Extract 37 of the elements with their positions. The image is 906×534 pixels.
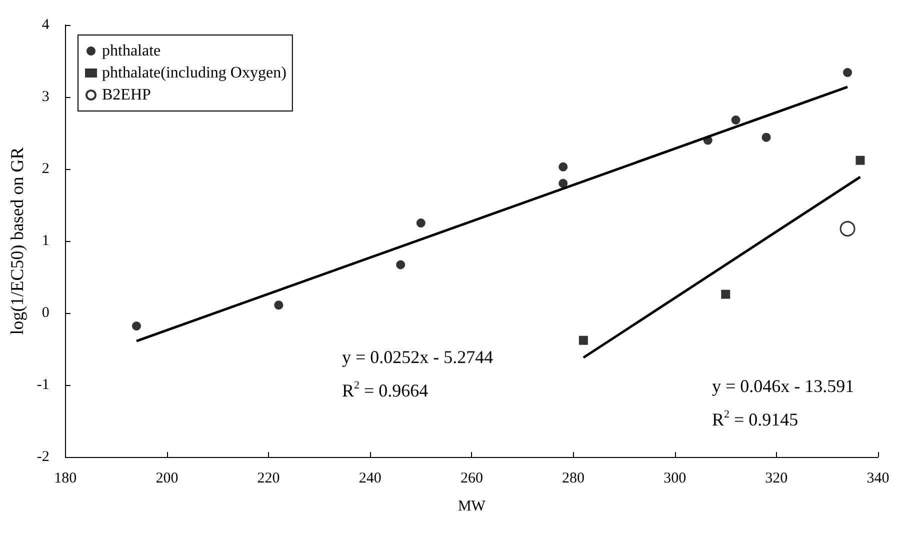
legend-label: phthalate [102, 42, 161, 60]
y-tick-label: -1 [36, 377, 50, 393]
legend-label: B2EHP [102, 86, 151, 104]
y-tick-label: 0 [42, 305, 50, 321]
x-tick-label: 180 [54, 470, 77, 486]
x-tick-label: 200 [156, 470, 178, 486]
point [762, 132, 771, 142]
point [558, 178, 568, 188]
point [558, 162, 568, 172]
annotation: y = 0.0252x - 5.2744 [342, 347, 494, 367]
legend-label: phthalate(including Oxygen) [102, 64, 286, 82]
point [703, 136, 712, 145]
point [721, 290, 730, 299]
point [416, 218, 426, 228]
x-tick-label: 300 [664, 470, 686, 486]
y-tick-label: 4 [42, 17, 50, 33]
x-axis-title: MW [458, 498, 486, 514]
x-tick-label: 320 [765, 470, 788, 486]
annotation: y = 0.046x - 13.591 [712, 376, 854, 396]
y-tick-label: 2 [42, 161, 50, 177]
point [396, 260, 406, 270]
y-tick-label: -2 [36, 449, 50, 465]
point [856, 156, 865, 165]
point [840, 221, 856, 237]
x-tick-label: 220 [257, 470, 280, 486]
x-tick-label: 240 [358, 470, 382, 486]
point [274, 300, 284, 310]
point [843, 68, 852, 78]
point [731, 116, 740, 125]
x-tick-label: 280 [562, 470, 585, 486]
point [132, 321, 141, 330]
y-tick-label: 3 [42, 89, 50, 105]
x-tick-label: 260 [460, 470, 483, 486]
x-tick-label: 340 [866, 470, 890, 486]
y-tick-label: 1 [42, 233, 50, 249]
point [578, 336, 588, 345]
y-axis-title: log(1/EC50) based on GR [7, 147, 27, 335]
